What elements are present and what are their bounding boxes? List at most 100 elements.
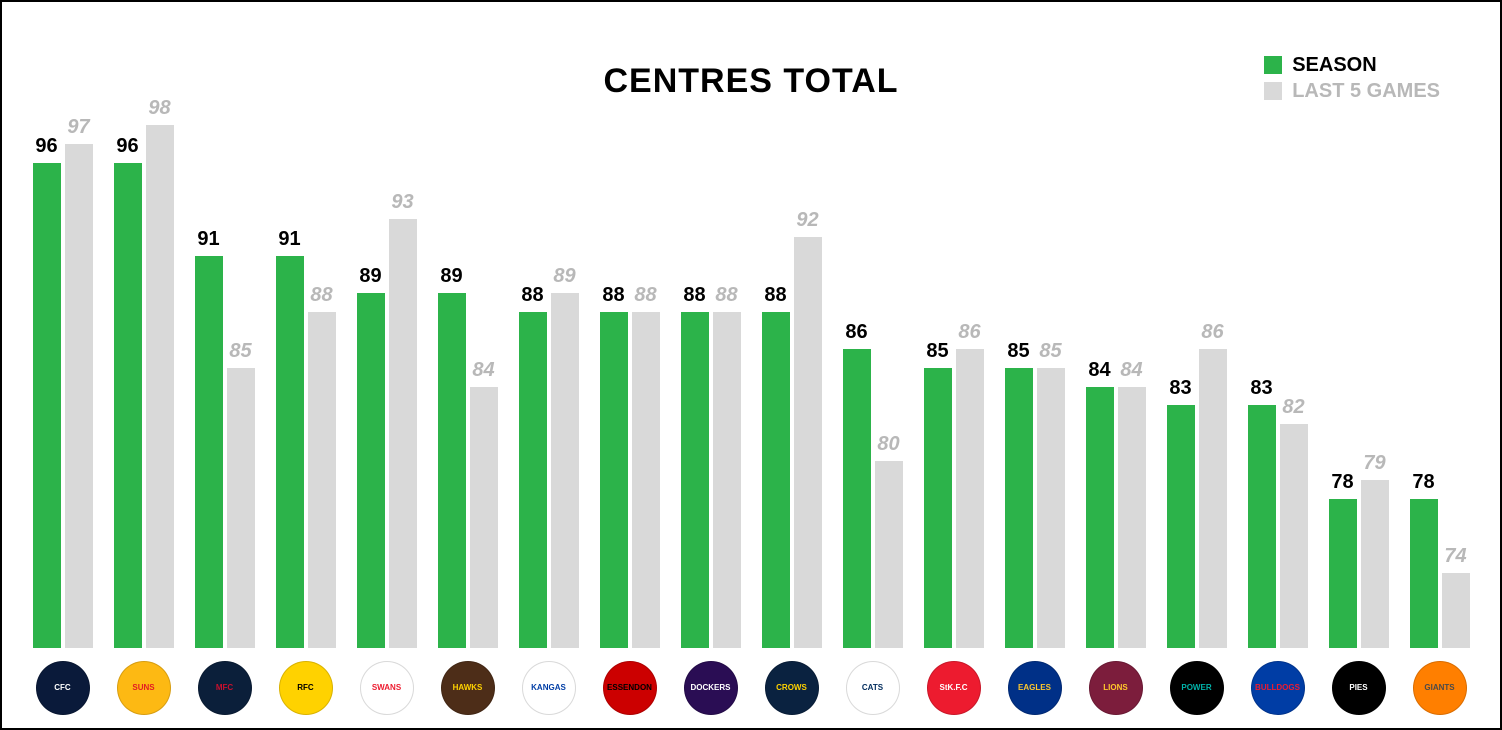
last5-bar: 74 xyxy=(1442,573,1470,648)
last5-value: 86 xyxy=(1201,321,1223,344)
team-logo-cell: EAGLES xyxy=(994,658,1075,718)
team-column: 88 88 xyxy=(670,88,751,648)
season-bar: 89 xyxy=(357,293,385,648)
season-bar: 78 xyxy=(1410,499,1438,648)
season-bar: 83 xyxy=(1248,405,1276,648)
season-value: 96 xyxy=(35,135,57,158)
season-value: 88 xyxy=(602,284,624,307)
bar-pair: 8892 xyxy=(762,88,822,648)
team-logo-cell: SWANS xyxy=(346,658,427,718)
season-value: 85 xyxy=(926,340,948,363)
team-logo-icon: SWANS xyxy=(360,661,414,715)
team-column: 8386 xyxy=(1156,88,1237,648)
team-logo-cell: LIONS xyxy=(1075,658,1156,718)
season-value: 96 xyxy=(116,135,138,158)
last5-value: 80 xyxy=(877,433,899,456)
last5-bar: 92 xyxy=(794,237,822,648)
team-column: 7874 xyxy=(1399,88,1480,648)
bar-pair: 91 88 xyxy=(276,88,336,648)
last5-bar: 86 xyxy=(1199,349,1227,648)
season-bar: 96 xyxy=(114,163,142,648)
last5-value: 92 xyxy=(796,209,818,232)
team-logo-icon: DOCKERS xyxy=(684,661,738,715)
last5-value: 89 xyxy=(553,265,575,288)
bar-pair: 86 80 xyxy=(843,88,903,648)
team-logo-icon: CATS xyxy=(846,661,900,715)
team-logo-icon: RFC xyxy=(279,661,333,715)
legend-season-label: SEASON xyxy=(1292,52,1376,78)
last5-bar: 84 xyxy=(470,387,498,648)
last5-value: 88 xyxy=(715,284,737,307)
team-logo-cell: DOCKERS xyxy=(670,658,751,718)
bar-pair: 9697 xyxy=(33,88,93,648)
season-bar: 78 xyxy=(1329,499,1357,648)
last5-bar: 93 xyxy=(389,219,417,648)
team-column: 83 82 xyxy=(1237,88,1318,648)
team-column: 8586 xyxy=(913,88,994,648)
bar-pair: 8585 xyxy=(1005,88,1065,648)
team-logo-icon: MFC xyxy=(198,661,252,715)
team-column: 8892 xyxy=(751,88,832,648)
team-column: 89 84 xyxy=(427,88,508,648)
legend-season: SEASON xyxy=(1264,52,1440,78)
team-logo-cell: ESSENDON xyxy=(589,658,670,718)
last5-value: 97 xyxy=(67,116,89,139)
season-bar: 83 xyxy=(1167,405,1195,648)
last5-bar: 97 xyxy=(65,144,93,648)
season-bar: 85 xyxy=(924,368,952,648)
season-value: 86 xyxy=(845,321,867,344)
team-logo-cell: SUNS xyxy=(103,658,184,718)
last5-bar: 86 xyxy=(956,349,984,648)
team-column: 91 85 xyxy=(184,88,265,648)
last5-value: 85 xyxy=(229,340,251,363)
team-logo-icon: BULLDOGS xyxy=(1251,661,1305,715)
season-value: 89 xyxy=(440,265,462,288)
team-column: 88 89 xyxy=(508,88,589,648)
season-bar: 96 xyxy=(33,163,61,648)
bar-pair: 88 89 xyxy=(519,88,579,648)
team-logo-cell: CATS xyxy=(832,658,913,718)
season-value: 88 xyxy=(683,284,705,307)
team-column: 8993 xyxy=(346,88,427,648)
team-logo-icon: LIONS xyxy=(1089,661,1143,715)
team-column: 8484 xyxy=(1075,88,1156,648)
last5-bar: 84 xyxy=(1118,387,1146,648)
team-logo-cell: KANGAS xyxy=(508,658,589,718)
team-logo-icon: CROWS xyxy=(765,661,819,715)
bar-pair: 8586 xyxy=(924,88,984,648)
chart-container: CENTRES TOTAL SEASON LAST 5 GAMES 969796… xyxy=(0,0,1502,730)
bar-pair: 83 82 xyxy=(1248,88,1308,648)
season-value: 84 xyxy=(1088,359,1110,382)
team-logo-icon: GIANTS xyxy=(1413,661,1467,715)
team-column: 8585 xyxy=(994,88,1075,648)
last5-value: 84 xyxy=(472,359,494,382)
season-value: 91 xyxy=(197,228,219,251)
team-column: 86 80 xyxy=(832,88,913,648)
team-logo-cell: StK.F.C xyxy=(913,658,994,718)
team-logo-icon: HAWKS xyxy=(441,661,495,715)
season-bar: 88 xyxy=(681,312,709,648)
last5-bar: 88 xyxy=(632,312,660,648)
season-bar: 85 xyxy=(1005,368,1033,648)
bar-pair: 88 88 xyxy=(600,88,660,648)
season-bar: 84 xyxy=(1086,387,1114,648)
last5-bar: 85 xyxy=(227,368,255,648)
bars-area: 9697969891859188899389848889888888888892… xyxy=(22,88,1480,648)
bar-pair: 78 79 xyxy=(1329,88,1389,648)
team-logo-cell: GIANTS xyxy=(1399,658,1480,718)
team-logo-icon: PIES xyxy=(1332,661,1386,715)
last5-value: 79 xyxy=(1363,452,1385,475)
last5-value: 82 xyxy=(1282,396,1304,419)
season-value: 91 xyxy=(278,228,300,251)
team-logo-cell: CFC xyxy=(22,658,103,718)
last5-bar: 88 xyxy=(308,312,336,648)
team-logo-cell: MFC xyxy=(184,658,265,718)
season-value: 83 xyxy=(1169,377,1191,400)
team-column: 9698 xyxy=(103,88,184,648)
bar-pair: 91 85 xyxy=(195,88,255,648)
bar-pair: 8386 xyxy=(1167,88,1227,648)
team-logo-icon: StK.F.C xyxy=(927,661,981,715)
season-bar: 88 xyxy=(519,312,547,648)
team-logo-icon: SUNS xyxy=(117,661,171,715)
team-logo-cell: POWER xyxy=(1156,658,1237,718)
